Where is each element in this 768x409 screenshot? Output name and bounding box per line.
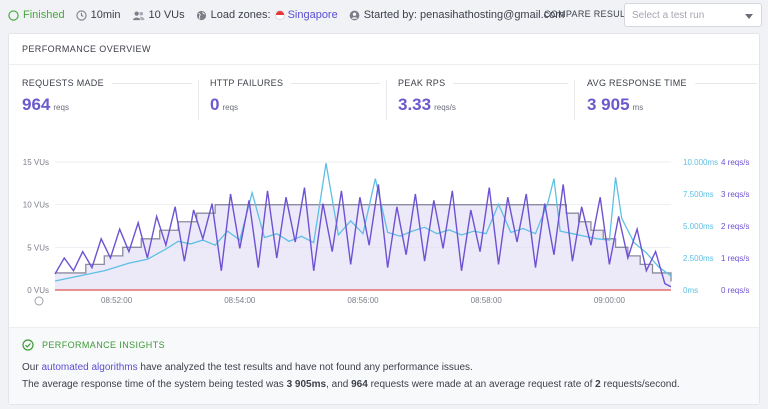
check-circle-icon	[22, 339, 34, 351]
rps-series-line	[54, 184, 672, 288]
chevron-down-icon	[745, 14, 753, 19]
insights-title: PERFORMANCE INSIGHTS	[42, 340, 166, 350]
y-right-ms-tick-label: 5.000ms	[683, 222, 714, 231]
status-finished: Finished	[8, 9, 65, 21]
y-right-ms-tick-label: 2.500ms	[683, 254, 714, 263]
y-right-rps-tick-label: 3 reqs/s	[721, 190, 749, 199]
metric-unit: reqs	[222, 103, 239, 112]
metric-label: REQUESTS MADE	[22, 78, 104, 88]
y-left-tick-label: 10 VUs	[23, 201, 49, 210]
metric-value: 964	[22, 95, 51, 114]
insights-text: Our	[22, 362, 42, 373]
metric-unit: ms	[632, 103, 644, 112]
insights-text: , and	[326, 379, 352, 390]
insights-line-1: Our automated algorithms have analyzed t…	[22, 362, 473, 373]
started-by-label: Started by: penasihathosting@gmail.com	[363, 9, 565, 21]
insights-text: requests/second.	[600, 379, 680, 390]
performance-overview-panel: PERFORMANCE OVERVIEW REQUESTS MADE 964 re…	[8, 33, 760, 405]
insights-text: requests were made at an average request…	[367, 379, 596, 390]
y-right-ms-tick-label: 10.000ms	[683, 158, 718, 167]
metric-peak-rps: PEAK RPS 3.33 reqs/s	[398, 78, 568, 115]
insights-text: The average response time of the system …	[22, 379, 287, 390]
zone-city: Singapore	[287, 9, 338, 21]
x-tick-label: 08:52:00	[101, 296, 133, 305]
insights-value: 3 905ms	[286, 379, 327, 390]
metric-http-failures: HTTP FAILURES 0 reqs	[210, 78, 380, 115]
check-circle-icon	[8, 9, 19, 21]
insights-text: have analyzed the test results and have …	[137, 362, 473, 373]
users-icon	[132, 11, 145, 20]
x-tick-label: 08:56:00	[347, 296, 379, 305]
compare-select-placeholder: Select a test run	[632, 10, 705, 21]
metric-requests-made: REQUESTS MADE 964 reqs	[22, 78, 192, 115]
compare-test-run-select[interactable]: Select a test run	[624, 3, 762, 27]
x-tick-label: 08:54:00	[224, 296, 256, 305]
user-icon	[349, 10, 360, 20]
performance-insights: PERFORMANCE INSIGHTS Our automated algor…	[9, 327, 759, 404]
load-zones: Load zones: Singapore	[196, 9, 338, 21]
y-left-tick-label: 0 VUs	[27, 286, 49, 295]
divider	[386, 80, 387, 120]
insights-header: PERFORMANCE INSIGHTS	[22, 339, 165, 351]
test-status-bar: Finished 10min 10 VUs Load zones: Singap…	[0, 0, 768, 30]
duration: 10min	[75, 9, 121, 21]
metric-label: AVG RESPONSE TIME	[587, 78, 687, 88]
vus-label: 10 VUs	[148, 9, 185, 21]
virtual-users: 10 VUs	[132, 9, 185, 21]
insights-value: 2	[595, 379, 601, 390]
divider	[574, 80, 575, 120]
y-right-rps-tick-label: 0 reqs/s	[721, 286, 749, 295]
y-right-rps-tick-label: 4 reqs/s	[721, 158, 749, 167]
y-right-ms-tick-label: 0ms	[683, 286, 698, 295]
panel-title: PERFORMANCE OVERVIEW	[22, 44, 151, 54]
y-right-rps-tick-label: 1 reqs/s	[721, 254, 749, 263]
insights-line-2: The average response time of the system …	[22, 379, 680, 390]
y-right-ms-tick-label: 7.500ms	[683, 190, 714, 199]
metric-value: 3 905	[587, 95, 630, 114]
clock-icon	[34, 296, 44, 306]
y-right-rps-tick-label: 2 reqs/s	[721, 222, 749, 231]
metric-value: 3.33	[398, 95, 432, 114]
clock-icon	[75, 9, 87, 21]
automated-algorithms-link[interactable]: automated algorithms	[41, 362, 138, 373]
divider	[198, 80, 199, 120]
duration-label: 10min	[90, 9, 121, 21]
y-left-tick-label: 15 VUs	[23, 158, 49, 167]
vus-area	[55, 204, 671, 290]
metric-unit: reqs/s	[434, 103, 456, 112]
singapore-flag-icon	[274, 10, 285, 20]
compare-result-label: COMPARE RESULT	[544, 9, 631, 19]
performance-chart[interactable]: 15 VUs 10 VUs 5 VUs 0 VUs 10.000ms 7.500ms 5.0…	[9, 151, 759, 325]
load-zones-label: Load zones:	[210, 9, 271, 21]
x-tick-label: 09:00:00	[594, 296, 626, 305]
metric-avg-response-time: AVG RESPONSE TIME 3 905 ms	[587, 78, 757, 115]
metric-value: 0	[210, 95, 220, 114]
y-left-tick-label: 5 VUs	[27, 243, 49, 252]
metric-label: PEAK RPS	[398, 78, 446, 88]
globe-icon	[196, 10, 206, 20]
metric-unit: reqs	[53, 103, 69, 112]
divider	[9, 64, 759, 65]
started-by: Started by: penasihathosting@gmail.com	[349, 9, 565, 21]
insights-value: 964	[351, 379, 368, 390]
x-tick-label: 08:58:00	[471, 296, 503, 305]
response-time-series-line	[54, 163, 672, 282]
status-label: Finished	[23, 9, 65, 21]
metric-label: HTTP FAILURES	[210, 78, 284, 88]
